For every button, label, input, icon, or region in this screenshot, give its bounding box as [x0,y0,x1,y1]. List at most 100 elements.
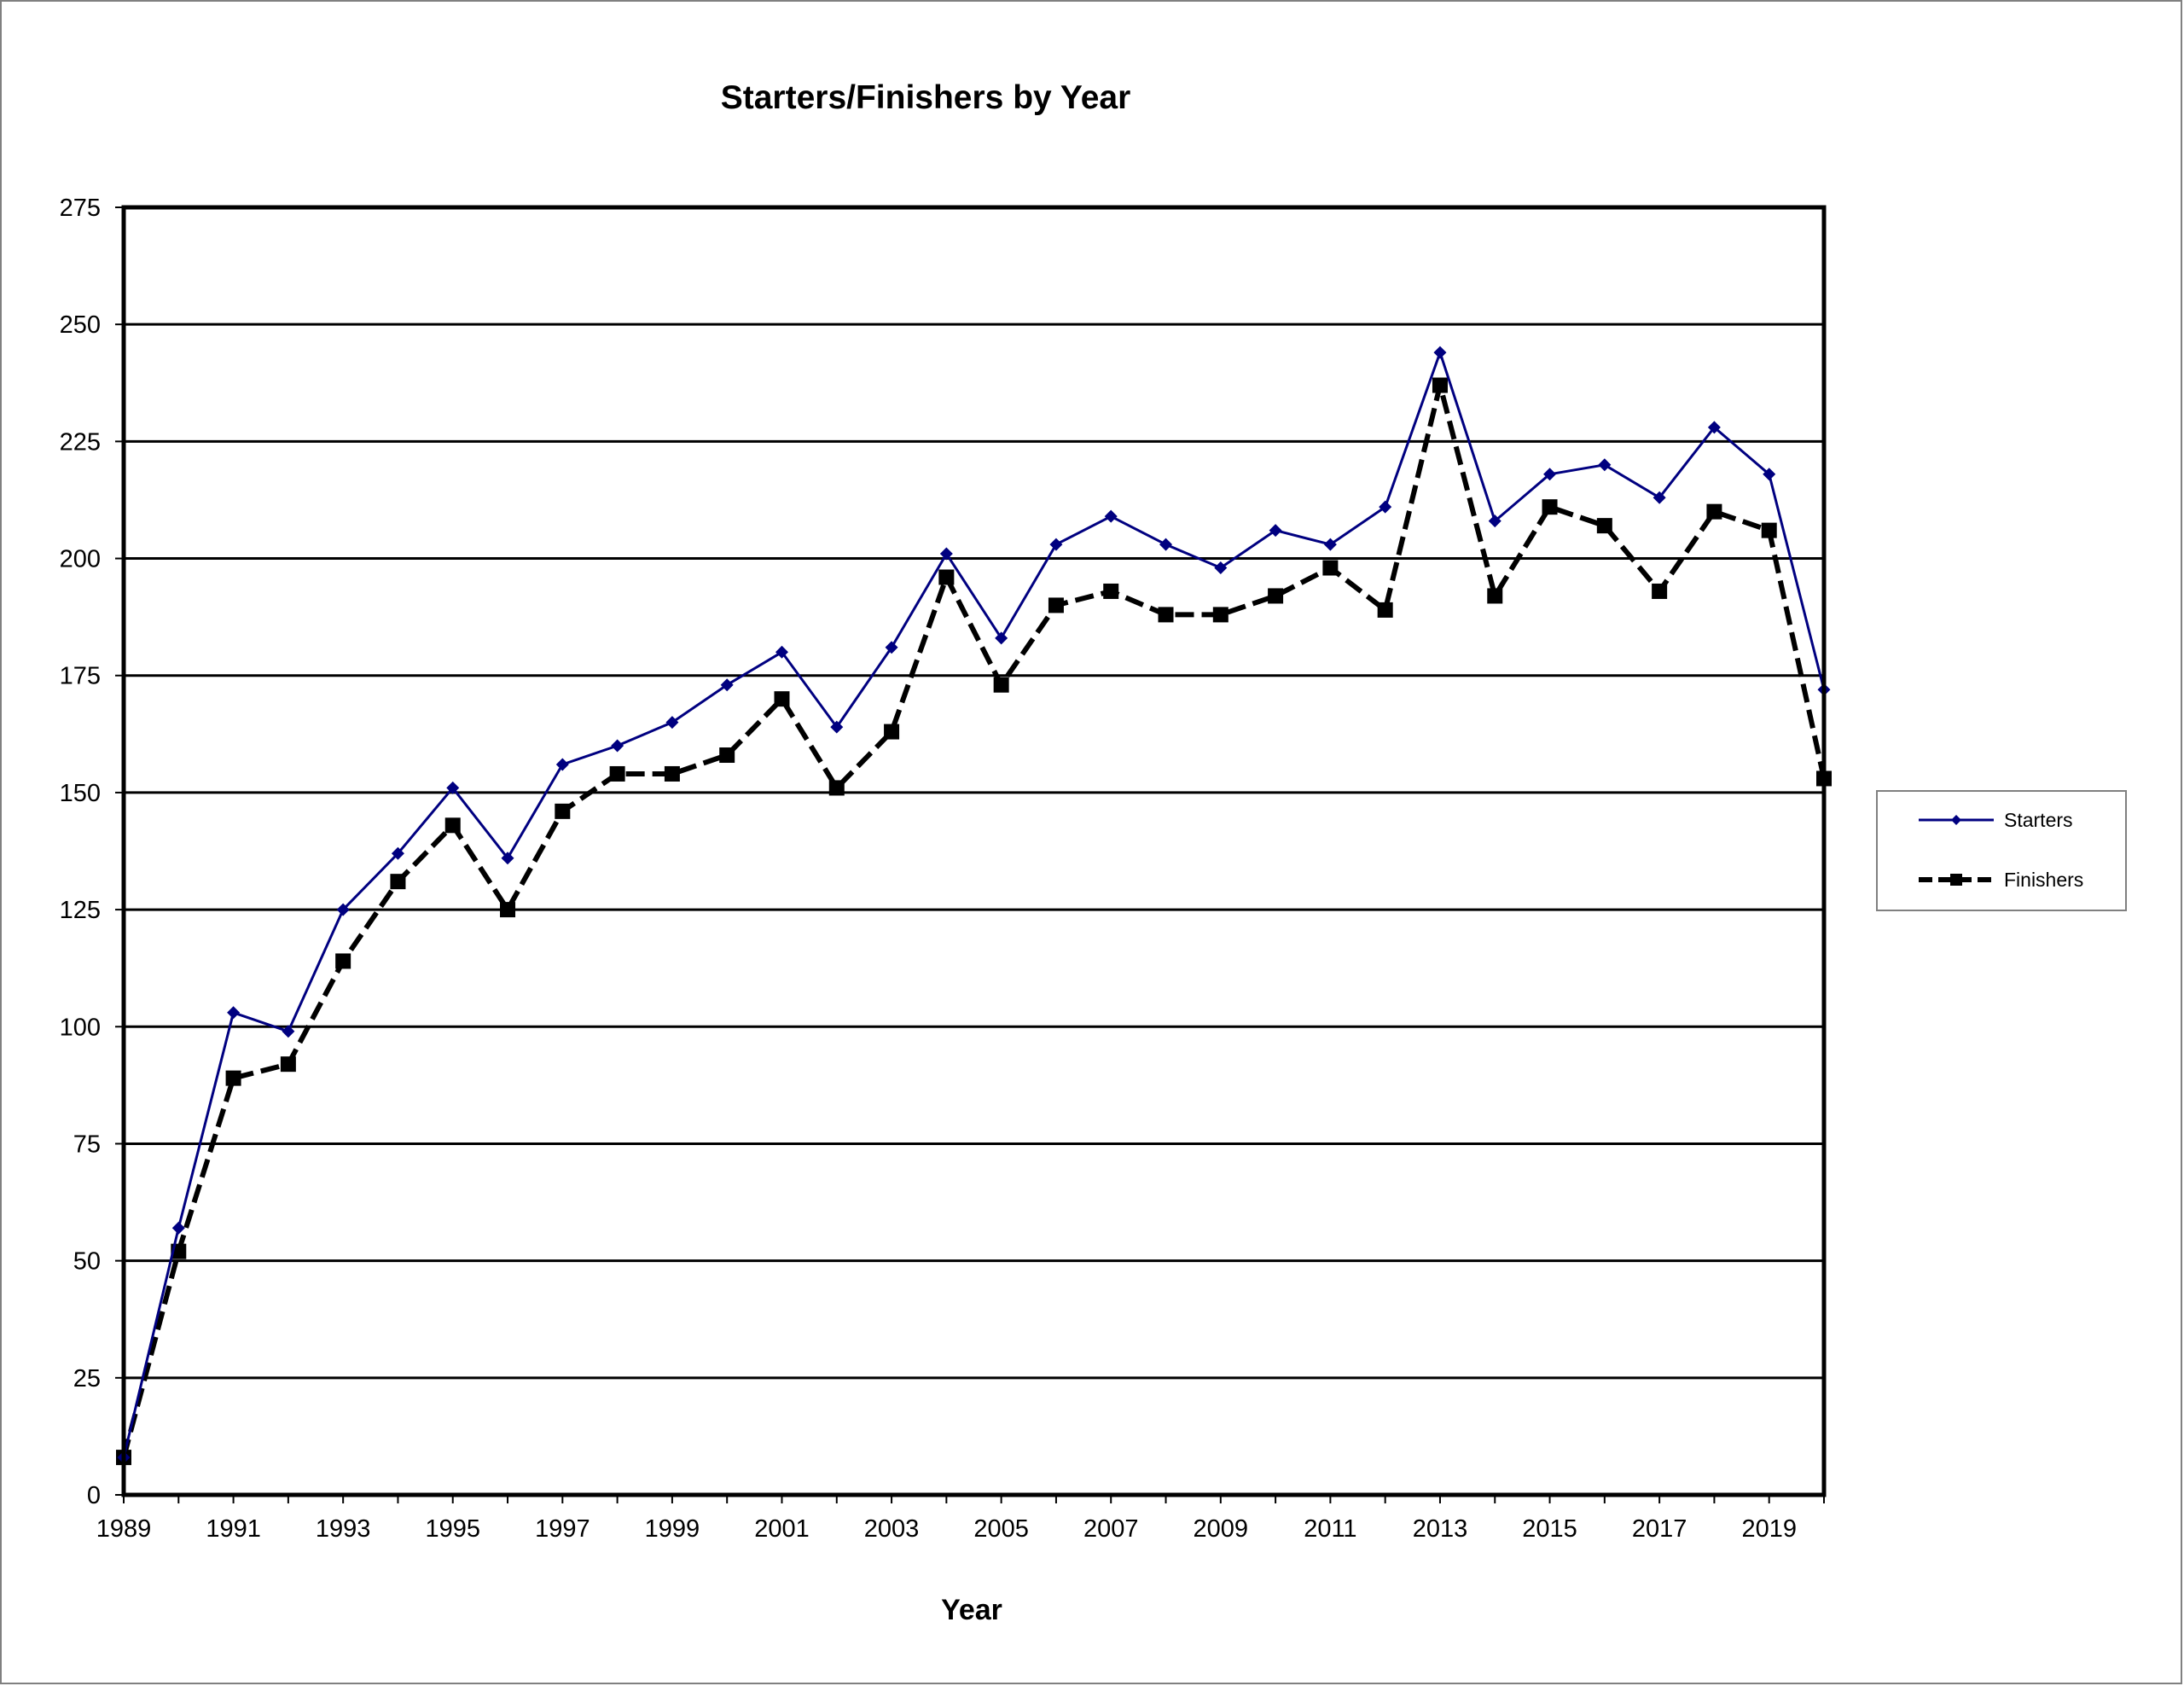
starters-point [1433,346,1447,359]
starters-point [611,739,624,753]
series-layer [116,346,1832,1466]
starters-line [122,351,1826,1458]
finishers-point [1048,597,1064,613]
starters-point [885,641,898,654]
y-tick-label: 200 [60,546,101,573]
y-tick-label: 125 [60,897,101,924]
chart-title: Starters/Finishers by Year [721,79,1131,116]
starters-point [336,903,350,916]
finishers-point [884,724,900,740]
finishers-line [121,382,1827,1458]
y-axis-ticks: 0 25 50 75 100 125 150 175 200 225 250 275 [60,195,124,1509]
finishers-point [993,677,1009,693]
starters-point [1269,524,1282,538]
x-tick-label: 2009 [1194,1515,1249,1543]
starters-point [1214,561,1228,575]
starters-point [1488,515,1502,528]
x-tick-label: 1999 [645,1515,700,1543]
finishers-point [390,874,406,890]
finishers-point [335,953,351,969]
starters-point [171,1221,185,1235]
finishers-point [444,817,461,834]
starters-point [830,720,844,734]
starters-point [227,1006,241,1020]
starters-point [720,678,734,692]
finishers-point [1706,503,1722,520]
starters-point [501,852,514,865]
series-finishers [116,377,1832,1466]
finishers-point [828,780,845,796]
starters-point [1379,500,1392,514]
x-axis-label: Year [941,1594,1002,1626]
x-tick-label: 1991 [206,1515,261,1543]
starters-point [1159,538,1173,551]
starters-point [775,645,788,659]
x-axis-ticks: 1989 1991 1993 1995 1997 1999 2001 2003 2005 2007… [96,1495,1825,1543]
starters-point [1763,468,1776,481]
starters-point [1049,538,1063,551]
x-tick-label: 2011 [1304,1515,1356,1543]
x-tick-label: 2017 [1632,1515,1687,1543]
x-tick-label: 1993 [316,1515,371,1543]
finishers-point [280,1056,296,1073]
legend-item-finishers: Finishers [1919,869,2083,891]
y-tick-label: 0 [87,1482,101,1509]
y-tick-label: 25 [73,1365,101,1392]
x-tick-label: 2007 [1083,1515,1139,1543]
y-tick-label: 175 [60,663,101,690]
starters-point [555,758,569,771]
legend-swatch-marker [1950,874,1962,886]
finishers-point [1377,602,1393,618]
finishers-point [938,569,955,585]
finishers-point [555,803,571,819]
starters-point [939,547,953,561]
y-tick-label: 50 [73,1248,101,1276]
finishers-point [1487,588,1503,604]
y-tick-label: 250 [60,311,101,339]
starters-point [1104,509,1118,523]
finishers-point [1103,583,1119,599]
finishers-point [500,902,516,918]
legend-label: Finishers [2004,869,2083,891]
finishers-point [225,1070,241,1086]
finishers-point [609,765,625,782]
legend-label: Starters [2004,809,2073,831]
x-tick-label: 1995 [425,1515,480,1543]
x-tick-label: 2003 [864,1515,920,1543]
y-tick-label: 275 [60,195,101,222]
legend-swatch-marker [1951,815,1961,825]
finishers-point [719,747,735,764]
y-tick-label: 75 [73,1131,101,1158]
finishers-point [1158,607,1174,623]
starters-point [1598,458,1612,472]
finishers-point [1322,560,1339,576]
starters-point [1543,468,1557,481]
starters-point [391,846,404,860]
x-tick-label: 2001 [754,1515,810,1543]
finishers-point [1268,588,1284,604]
starters-point [1707,421,1721,434]
finishers-point [1652,583,1668,599]
finishers-point [664,765,680,782]
x-tick-label: 2015 [1522,1515,1577,1543]
starters-point [1323,538,1337,551]
legend-box [1876,790,2127,911]
starters-point [1653,491,1666,504]
y-tick-label: 150 [60,780,101,807]
y-tick-label: 225 [60,428,101,456]
finishers-point [1432,377,1448,393]
finishers-point [1596,518,1612,534]
finishers-point [1542,499,1558,515]
y-tick-label: 100 [60,1014,101,1041]
plot-area-border [121,205,1827,1497]
finishers-point [1761,522,1777,538]
x-tick-label: 2013 [1413,1515,1468,1543]
starters-point [446,781,460,794]
gridlines [124,323,1824,1380]
series-starters [117,346,1831,1464]
legend: Starters Finishers [1876,790,2127,911]
starters-point [995,631,1008,645]
starters-point [282,1025,295,1038]
